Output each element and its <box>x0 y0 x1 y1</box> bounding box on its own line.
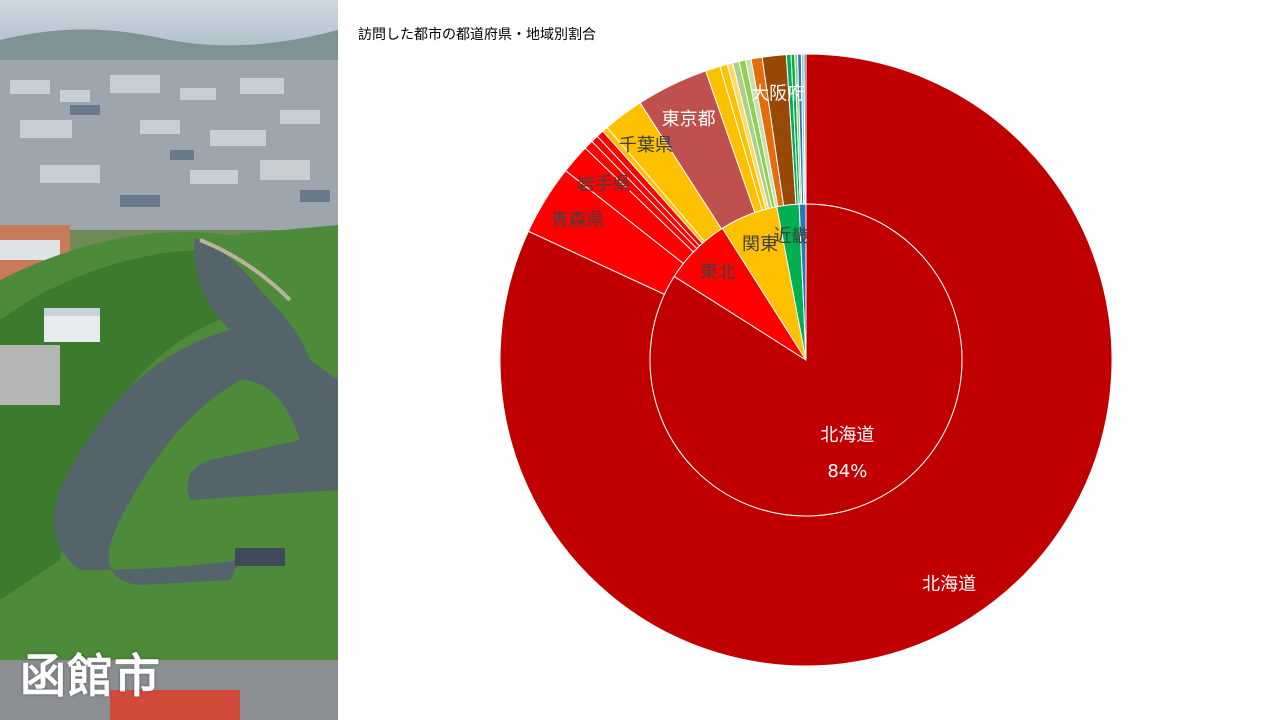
inner-label-3: 関東 <box>742 234 778 255</box>
outer-label-1: 北海道 <box>922 574 976 595</box>
aerial-photo-image <box>0 0 338 720</box>
inner-label-1: 北海道 <box>820 425 874 446</box>
chart-title: 訪問した都市の都道府県・地域別割合 <box>358 27 596 43</box>
outer-label-9: 東京都 <box>662 109 716 130</box>
inner-value-1: 84% <box>827 461 867 482</box>
inner-label-2: 東北 <box>700 262 736 283</box>
outer-label-2: 青森県 <box>551 210 605 231</box>
outer-slice-23 <box>803 53 807 205</box>
city-name-label: 函館市 <box>20 649 161 703</box>
inner-slice-5 <box>798 203 807 361</box>
inner-ring <box>649 203 963 517</box>
city-photo <box>0 0 338 720</box>
outer-label-3: 岩手県 <box>577 174 631 195</box>
outer-ring <box>499 53 1113 667</box>
outer-label-17: 大阪府 <box>751 83 805 104</box>
outer-label-8: 千葉県 <box>619 135 673 156</box>
inner-label-4: 近畿 <box>774 226 810 247</box>
